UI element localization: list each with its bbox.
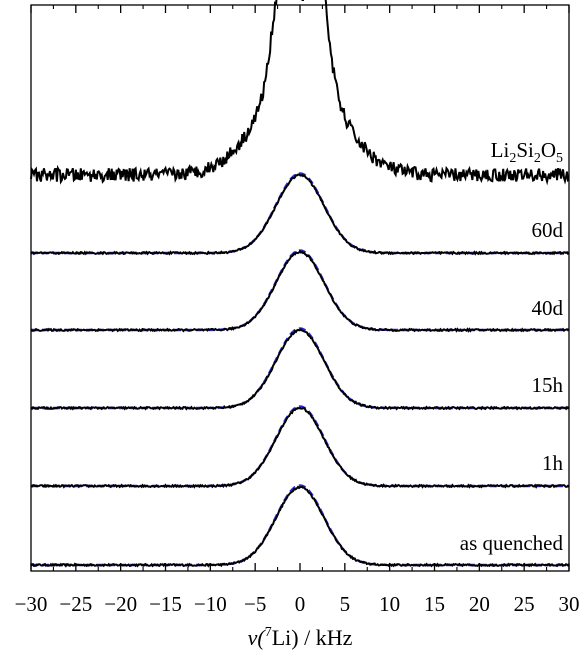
experimental-curve-3	[30, 328, 570, 411]
x-tick-label: −15	[149, 592, 182, 616]
x-tick-label: 5	[340, 592, 351, 616]
experimental-curve-6	[30, 0, 570, 186]
x-tick-label: −25	[59, 592, 92, 616]
spectrum-6	[30, 0, 570, 186]
spectrum-2	[30, 405, 570, 489]
spectrum-label-2: 1h	[542, 451, 564, 475]
x-tick-label: 0	[295, 592, 306, 616]
x-tick-label: −20	[104, 592, 137, 616]
x-tick-label: −30	[15, 592, 48, 616]
x-tick-label: −5	[244, 592, 266, 616]
spectrum-5	[30, 172, 570, 256]
spectrum-label-5: 60d	[532, 218, 564, 242]
spectra-traces	[30, 0, 570, 568]
spectrum-label-6: Li2Si2O5	[491, 138, 563, 166]
x-tick-label: 10	[379, 592, 400, 616]
spectrum-3	[30, 327, 570, 411]
spectrum-labels: as quenched 1h 15h 40d 60d Li2Si2O5	[460, 138, 564, 555]
fit-curve-3	[31, 327, 569, 410]
spectrum-4	[30, 249, 570, 333]
experimental-curve-4	[30, 249, 570, 333]
spectrum-label-3: 15h	[532, 373, 564, 397]
spectrum-label-1: as quenched	[460, 531, 564, 555]
x-tick-label: 20	[469, 592, 490, 616]
fit-curve-4	[31, 249, 569, 332]
spectrum-label-4: 40d	[532, 296, 564, 320]
fit-curve-5	[31, 172, 569, 255]
experimental-curve-2	[30, 406, 570, 489]
x-tick-label: −10	[194, 592, 227, 616]
x-axis-label: ν(7Li) / kHz	[248, 625, 353, 650]
experimental-curve-5	[30, 173, 570, 256]
x-tick-label: 15	[424, 592, 445, 616]
x-axis: −30 −25 −20 −15 −10 −5 0 5 10 15 20 25 30	[15, 5, 580, 616]
x-tick-label: 25	[514, 592, 535, 616]
fit-curve-2	[31, 405, 569, 488]
x-tick-label: 30	[559, 592, 580, 616]
